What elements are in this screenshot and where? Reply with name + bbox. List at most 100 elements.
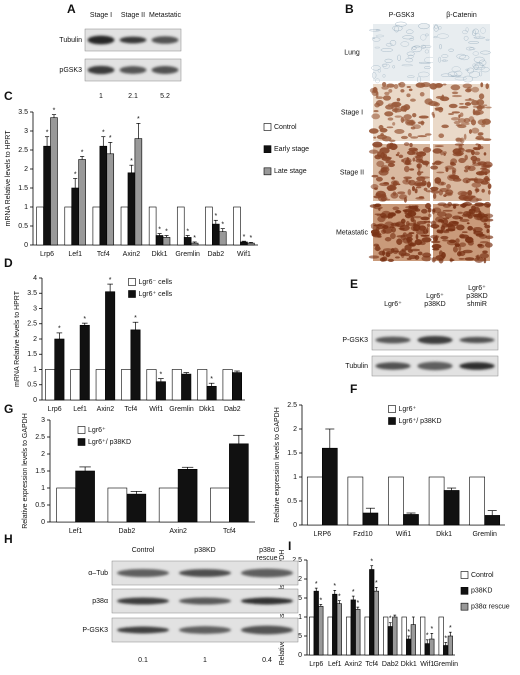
- tissue-texture: [473, 206, 481, 213]
- bar: [177, 468, 198, 523]
- bar: [176, 206, 185, 246]
- tissue-texture: [385, 160, 396, 164]
- x-tick-label: Dab2: [224, 406, 241, 413]
- tissue-texture: [400, 135, 408, 140]
- bar: [71, 187, 79, 246]
- tissue-texture: [373, 136, 377, 139]
- tissue-texture: [368, 128, 379, 134]
- tissue-texture: [459, 54, 470, 61]
- tissue-texture: [371, 65, 381, 71]
- tissue-texture: [464, 154, 468, 161]
- tissue-texture: [464, 102, 472, 106]
- tissue-texture: [409, 248, 421, 252]
- bar: [64, 206, 73, 246]
- error-bar: [319, 604, 323, 607]
- significance-mark: *: [375, 580, 378, 587]
- y-tick-label: 3: [41, 417, 45, 424]
- error-bar: [56, 332, 63, 339]
- tissue-texture: [414, 188, 418, 194]
- tissue-texture: [380, 166, 390, 173]
- tissue-texture: [438, 56, 441, 63]
- panel-letter: G: [4, 402, 13, 416]
- significance-mark: *: [430, 626, 433, 633]
- error-bar: [374, 587, 378, 592]
- x-tick-label: LRP6: [314, 531, 332, 538]
- tissue-texture: [421, 180, 427, 186]
- bar: [197, 369, 208, 401]
- tissue-texture: [382, 95, 392, 101]
- significance-mark: *: [165, 228, 168, 235]
- significance-mark: *: [221, 222, 224, 229]
- bar: [222, 369, 233, 401]
- column-label: Control: [132, 547, 155, 554]
- y-tick-label: 0.5: [18, 223, 28, 230]
- significance-mark: *: [137, 116, 140, 123]
- x-tick-label: Lrp6: [40, 251, 54, 258]
- significance-mark: *: [210, 376, 213, 383]
- tissue-texture: [412, 124, 421, 130]
- x-tick-label: Axin2: [169, 528, 187, 535]
- significance-mark: *: [58, 326, 61, 333]
- panel-letter: H: [4, 532, 13, 546]
- tissue-texture: [478, 213, 489, 218]
- bar: [43, 145, 51, 246]
- legend-swatch: [77, 438, 86, 446]
- bar: [350, 599, 356, 656]
- tissue-texture: [462, 197, 470, 199]
- tissue-texture: [482, 250, 488, 254]
- legend-swatch: [460, 602, 469, 611]
- tissue-texture: [414, 255, 420, 260]
- legend-label: Lgr6⁺ cells: [139, 291, 173, 298]
- tissue-texture: [412, 46, 417, 50]
- tissue-texture: [462, 83, 473, 89]
- tissue-texture: [377, 195, 388, 202]
- tissue-texture: [447, 202, 453, 206]
- bar: [92, 206, 101, 246]
- tissue-texture: [430, 190, 440, 194]
- tissue-texture: [473, 36, 486, 39]
- tissue-texture: [459, 242, 467, 247]
- tissue-texture: [454, 76, 467, 81]
- tissue-texture: [462, 30, 468, 35]
- legend-label: Control: [471, 572, 494, 579]
- tissue-texture: [437, 181, 447, 186]
- tissue-texture: [439, 96, 450, 102]
- tissue-texture: [433, 193, 437, 199]
- tissue-texture: [407, 132, 412, 138]
- significance-mark: *: [109, 135, 112, 142]
- tissue-texture: [477, 132, 484, 136]
- error-bar: [314, 587, 318, 592]
- x-tick-label: Dab2: [382, 661, 399, 668]
- bar: [410, 624, 416, 656]
- micrograph: [373, 24, 430, 81]
- error-bar: [411, 616, 415, 625]
- x-tick-label: Tcf4: [365, 661, 378, 668]
- y-axis-label: mRNA Relative levels to HPRT: [14, 290, 21, 387]
- tissue-texture: [418, 115, 429, 119]
- tissue-texture: [384, 58, 393, 63]
- tissue-texture: [413, 215, 422, 219]
- significance-mark: *: [250, 235, 253, 242]
- bar: [388, 476, 404, 526]
- bar: [95, 369, 106, 401]
- tissue-texture: [373, 187, 378, 190]
- tissue-texture: [480, 82, 484, 88]
- tissue-texture: [389, 212, 396, 217]
- tissue-texture: [485, 235, 494, 240]
- significance-mark: *: [53, 108, 56, 115]
- y-tick-label: 1: [298, 614, 302, 621]
- tissue-texture: [485, 106, 492, 109]
- tissue-texture: [372, 37, 381, 42]
- blot-band: [116, 597, 170, 605]
- error-bar: [241, 240, 247, 242]
- tissue-texture: [400, 89, 405, 93]
- x-tick-label: Dkk1: [401, 661, 417, 668]
- tissue-texture: [426, 223, 430, 228]
- tissue-texture: [466, 222, 470, 225]
- column-label: Lgr6⁺: [468, 285, 486, 292]
- y-tick-label: 0: [33, 397, 37, 404]
- tissue-texture: [487, 183, 492, 190]
- tissue-texture: [382, 74, 386, 78]
- tissue-texture: [384, 156, 393, 160]
- significance-mark: *: [186, 228, 189, 235]
